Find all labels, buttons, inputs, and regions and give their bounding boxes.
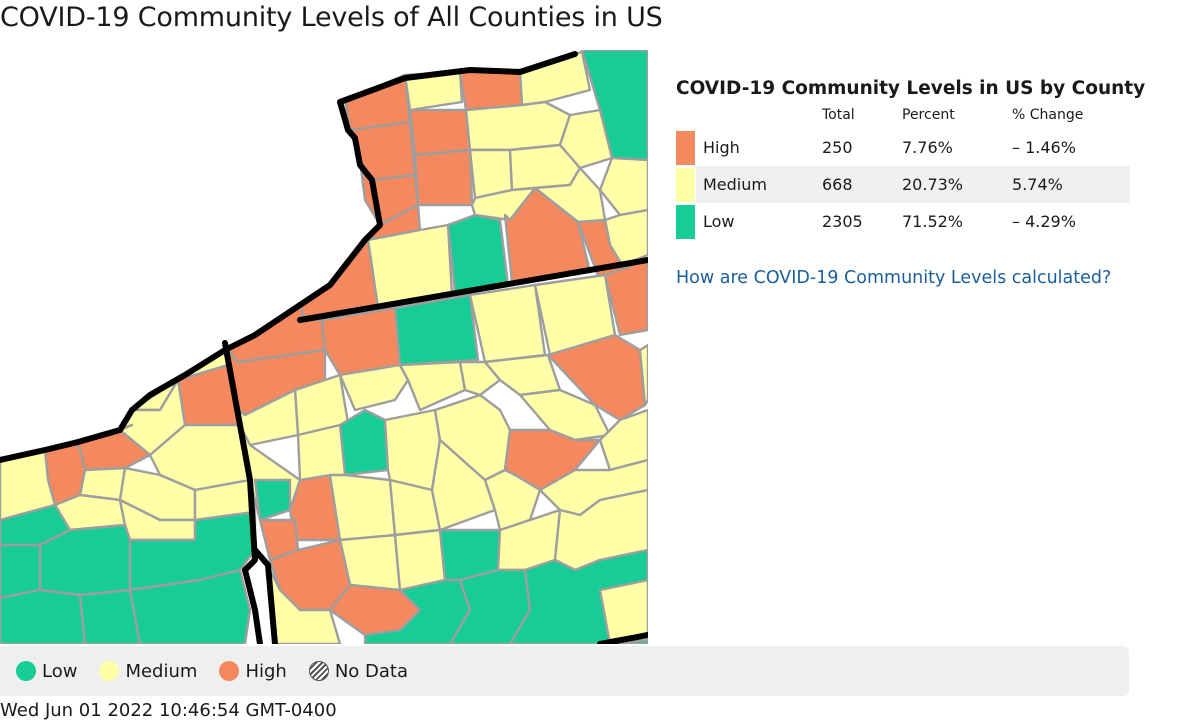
summary-title: COVID-19 Community Levels in US by Count… [676,78,1146,99]
levels-calculation-link[interactable]: How are COVID-19 Community Levels calcul… [676,268,1112,288]
county[interactable] [468,283,547,364]
county[interactable] [338,363,410,412]
legend-item-medium[interactable]: Medium [99,661,197,682]
high-swatch-icon [676,130,695,165]
county[interactable] [598,578,648,644]
column-header-change: % Change [1012,107,1084,123]
county[interactable] [78,588,142,644]
county[interactable] [446,213,510,294]
county[interactable] [398,360,467,412]
legend-label: High [245,660,287,682]
state-border-pa-south [597,632,648,644]
state-border-oh-pa [222,340,263,644]
county[interactable] [598,156,648,217]
low-swatch-icon [676,204,695,239]
medium-dot-icon [99,661,120,681]
level-total: 668 [822,166,902,203]
medium-swatch-icon [676,167,695,202]
column-header-total: Total [822,107,855,123]
level-change: – 1.46% [1012,138,1076,157]
county[interactable] [296,423,347,482]
level-total: 250 [822,138,853,157]
legend-item-low[interactable]: Low [16,661,77,682]
level-percent: 20.73% [902,166,1012,203]
county[interactable] [598,408,648,472]
state-border-ny-pa [297,257,648,323]
state-border-pa-wv [252,547,278,644]
table-row-high: High 250 7.76% – 1.46% [676,129,1130,166]
county[interactable] [408,108,472,157]
county[interactable] [413,148,474,207]
county[interactable] [558,108,614,170]
county[interactable] [363,578,472,644]
table-row-low: Low 2305 71.52% – 4.29% [676,203,1130,240]
level-name: High [703,138,740,157]
county[interactable] [458,360,502,397]
county[interactable] [253,478,292,522]
column-header-percent: Percent [902,107,955,123]
county[interactable] [320,306,402,377]
high-dot-icon [219,661,240,681]
summary-panel: COVID-19 Community Levels in US by Count… [676,78,1146,288]
county[interactable] [638,343,648,407]
county[interactable] [483,353,562,397]
county[interactable] [393,293,480,367]
county[interactable] [383,408,442,492]
table-row-medium: Medium 668 20.73% 5.74% [676,166,1130,203]
legend-item-no-data[interactable]: No Data [308,660,408,682]
map-legend: Low Medium High No Data [0,646,1129,696]
legend-label: No Data [334,660,408,682]
county[interactable] [0,588,87,644]
hatched-dot-icon [308,661,329,681]
legend-label: Medium [125,660,198,682]
level-name: Medium [696,166,822,203]
level-percent: 7.76% [902,138,953,157]
legend-item-high[interactable]: High [219,660,287,682]
county[interactable] [268,568,342,644]
county[interactable] [483,468,542,532]
county[interactable] [338,408,390,477]
level-change: – 4.29% [1012,212,1076,231]
summary-table: Total Percent % Change High 250 7.76% – … [676,107,1130,240]
county[interactable] [328,473,397,542]
legend-label: Low [42,660,78,682]
level-total: 2305 [822,212,863,231]
county-map[interactable] [0,50,648,644]
county[interactable] [464,100,572,152]
level-change: 5.74% [1012,166,1130,203]
county[interactable] [128,568,252,644]
timestamp: Wed Jun 01 2022 10:46:54 GMT-0400 [0,700,337,721]
level-percent: 71.52% [902,212,964,231]
level-name: Low [703,212,735,231]
low-dot-icon [16,661,36,681]
county[interactable] [458,68,524,112]
state-border-ny-north [0,51,578,463]
page-title: COVID-19 Community Levels of All Countie… [0,2,663,33]
county-map-svg[interactable] [0,50,648,644]
